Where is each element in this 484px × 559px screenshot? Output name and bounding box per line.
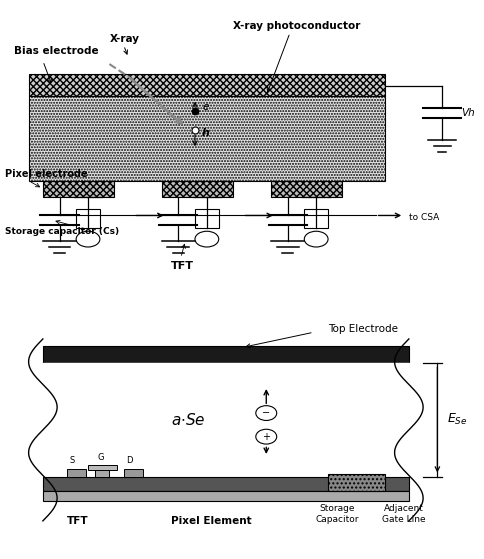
Bar: [327, 473, 384, 491]
Text: Adjacent
Gate Line: Adjacent Gate Line: [381, 504, 425, 524]
Text: X-ray photoconductor: X-ray photoconductor: [232, 21, 360, 31]
Bar: [29, 74, 384, 96]
Bar: [76, 209, 100, 228]
Text: Storage capacitor (Cs): Storage capacitor (Cs): [5, 227, 119, 236]
Bar: [88, 465, 116, 470]
Bar: [271, 181, 342, 197]
Bar: [66, 468, 86, 477]
Bar: [195, 209, 218, 228]
Text: e: e: [202, 102, 208, 112]
Bar: [161, 181, 232, 197]
Circle shape: [255, 406, 276, 420]
Text: TFT: TFT: [66, 516, 88, 526]
Bar: [123, 468, 142, 477]
Bar: [43, 345, 408, 363]
Text: X-ray: X-ray: [109, 34, 139, 44]
Text: S: S: [69, 456, 74, 465]
Text: $E_{Se}$: $E_{Se}$: [446, 412, 467, 428]
Text: to CSA: to CSA: [408, 212, 438, 221]
Bar: [43, 491, 408, 501]
Circle shape: [76, 231, 100, 247]
Text: Bias electrode: Bias electrode: [15, 46, 99, 56]
Text: D: D: [126, 456, 132, 465]
Text: Top Electrode: Top Electrode: [327, 324, 397, 334]
Text: a$\cdot$Se: a$\cdot$Se: [171, 412, 205, 428]
Bar: [29, 96, 384, 181]
Bar: [43, 477, 408, 491]
Text: G: G: [97, 453, 104, 462]
Circle shape: [255, 429, 276, 444]
Circle shape: [303, 231, 327, 247]
Circle shape: [195, 231, 218, 247]
Text: h: h: [202, 129, 210, 139]
Bar: [43, 181, 114, 197]
Bar: [303, 209, 327, 228]
Bar: [95, 470, 109, 477]
Text: TFT: TFT: [171, 261, 194, 271]
Text: Pixel electrode: Pixel electrode: [5, 169, 87, 179]
Text: Vh: Vh: [460, 108, 474, 118]
Text: −: −: [262, 408, 270, 418]
Text: Pixel Element: Pixel Element: [171, 516, 251, 526]
Text: +: +: [262, 432, 270, 442]
Text: Storage
Capacitor: Storage Capacitor: [315, 504, 359, 524]
